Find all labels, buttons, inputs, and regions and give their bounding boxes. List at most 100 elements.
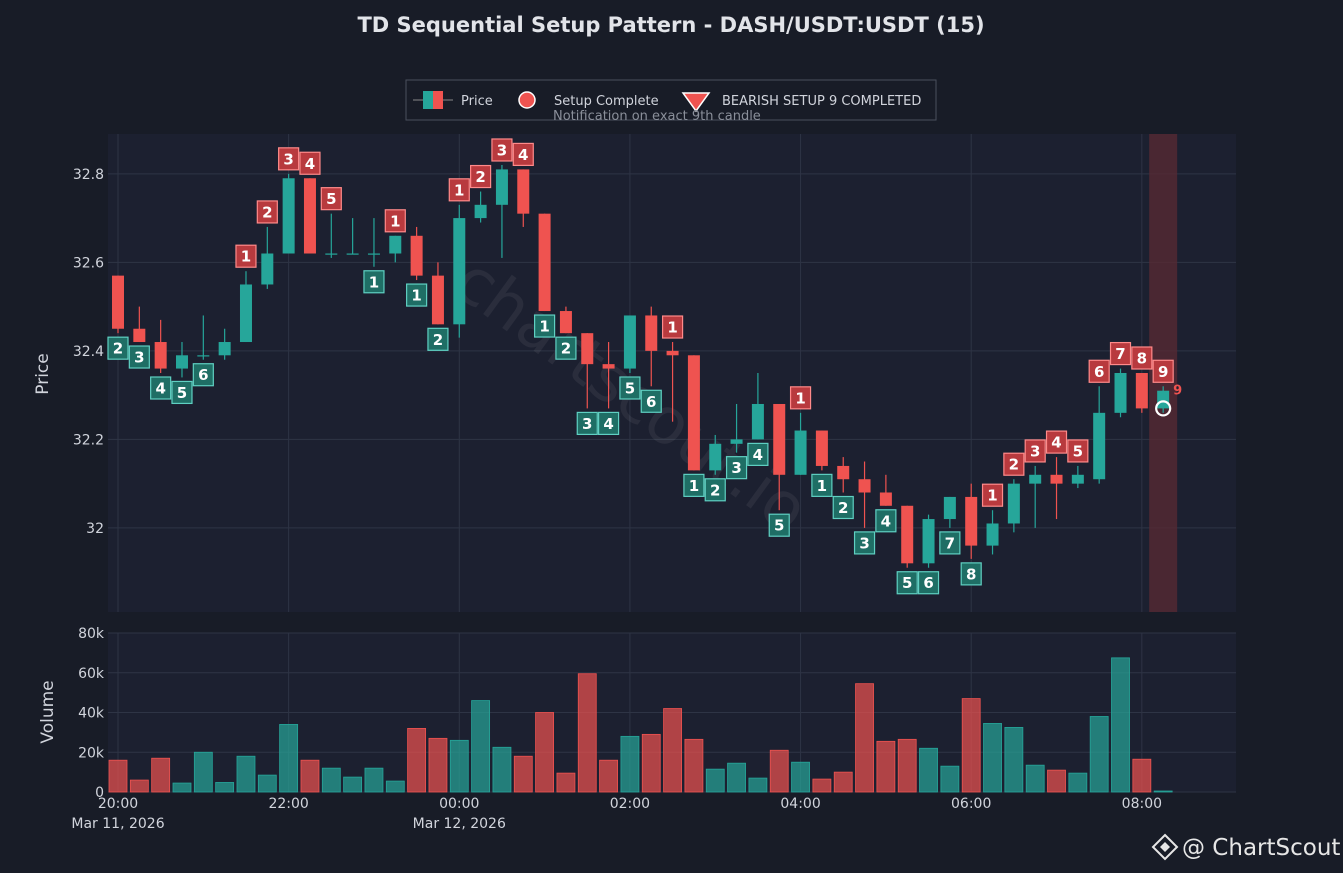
setup-count-box <box>811 473 833 497</box>
setup-count-box <box>320 187 342 211</box>
setup-count-box <box>768 513 790 537</box>
setup-count-label: 2 <box>1009 456 1019 474</box>
candle-body <box>261 253 274 285</box>
candle-body <box>495 169 508 205</box>
time-tick-label: 20:00 <box>98 796 138 812</box>
time-tick-label: 02:00 <box>610 796 650 812</box>
setup-count-box <box>470 164 492 189</box>
volume-bars <box>108 657 1173 793</box>
volume-bar <box>428 737 448 793</box>
setup-count-box <box>939 531 961 555</box>
setup-count-label: 2 <box>710 481 720 499</box>
setup-count-box <box>406 283 428 307</box>
setup-count-label: 1 <box>241 248 251 266</box>
volume-bar <box>471 700 491 793</box>
time-tick-label: 00:00 <box>439 796 479 812</box>
legend: Price Setup Complete BEARISH SETUP 9 COM… <box>405 79 937 124</box>
setup-count-label: 1 <box>454 181 464 199</box>
candle-body <box>581 333 594 365</box>
candle-body <box>325 253 338 255</box>
candle-body <box>559 311 572 334</box>
setup-count-box <box>789 386 812 410</box>
candle-body <box>517 169 530 214</box>
volume-bar <box>193 751 213 793</box>
setup-count-box <box>299 151 321 175</box>
volume-bar <box>812 778 832 793</box>
volume-bar <box>855 683 874 793</box>
candle-body <box>709 443 722 471</box>
chartscout-logo-icon <box>1151 833 1179 861</box>
setup-count-label: 5 <box>177 384 187 402</box>
setup-count-box <box>1003 452 1025 476</box>
setup-count-label: 1 <box>689 477 699 495</box>
setup-count-box <box>512 142 534 167</box>
volume-bar <box>1132 758 1152 793</box>
setup-count-label: 2 <box>475 168 485 186</box>
volume-bar <box>1004 727 1024 793</box>
volume-bar <box>769 749 789 793</box>
volume-axis-label: Volume <box>38 680 58 743</box>
legend-bearish-triangle-icon <box>681 92 711 113</box>
chart-title: TD Sequential Setup Pattern - DASH/USDT:… <box>357 13 984 37</box>
legend-bearish-label: BEARISH SETUP 9 COMPLETED <box>722 94 921 109</box>
setup-count-box <box>448 178 470 202</box>
time-tick-label: 22:00 <box>268 796 308 812</box>
candle-body <box>367 253 380 255</box>
price-axis-ticks: 32 32.2 32.4 32.6 32.8 <box>73 167 104 537</box>
volume-bar <box>1153 790 1173 793</box>
candle-body <box>239 284 252 343</box>
setup-count-box <box>533 314 556 338</box>
volume-bar <box>1025 764 1045 793</box>
date-tick-label: Mar 11, 2026 <box>71 816 164 832</box>
volume-tick-label: 0 <box>95 785 104 801</box>
setup-count-box <box>150 376 172 400</box>
candle-body <box>197 355 210 357</box>
brand-text: @ ChartScout <box>1182 835 1340 861</box>
setup-count-box <box>661 315 684 339</box>
candle-body <box>346 253 359 255</box>
candle-body <box>1114 373 1127 413</box>
setup-count-box <box>128 345 150 369</box>
price-tick-label: 32.6 <box>73 255 104 271</box>
setup-count-box <box>363 270 385 294</box>
candle-body <box>303 178 316 254</box>
candle-body <box>410 235 423 276</box>
legend-price-label: Price <box>461 94 493 109</box>
setup-count-box <box>1067 439 1089 463</box>
price-tick-label: 32.2 <box>73 432 104 448</box>
setup-count-box <box>832 495 854 520</box>
volume-tick-label: 80k <box>78 626 105 642</box>
setup-count-box <box>192 363 214 387</box>
candle-body <box>965 496 978 546</box>
setup-count-box <box>853 531 876 555</box>
volume-bar <box>897 738 917 793</box>
setup-count-label: 3 <box>497 141 507 159</box>
volume-tick-label: 60k <box>78 666 105 682</box>
volume-bar <box>172 782 192 793</box>
setup-count-label: 1 <box>987 487 997 505</box>
setup-count-label: 1 <box>390 212 400 230</box>
volume-bar <box>449 739 469 793</box>
legend-setup-complete-label: Setup Complete <box>554 94 659 109</box>
candle-body <box>602 364 615 369</box>
setup-count-label: 4 <box>305 155 315 173</box>
volume-bar <box>919 747 938 793</box>
candle-body <box>666 350 679 356</box>
candle-body <box>474 204 487 219</box>
setup-count-label: 4 <box>881 512 891 530</box>
setup-count-box <box>555 336 577 360</box>
legend-setup-complete-icon <box>518 91 536 109</box>
volume-bar <box>151 757 171 793</box>
setup-complete-label: 9 <box>1173 383 1182 398</box>
volume-bar <box>620 735 640 793</box>
candle-body <box>431 275 444 325</box>
setup-count-box <box>917 571 940 595</box>
candle-body <box>1093 412 1106 480</box>
setup-count-label: 4 <box>518 146 528 164</box>
setup-count-label: 1 <box>539 318 549 336</box>
setup-count-box <box>235 244 257 268</box>
setup-count-label: 6 <box>198 366 208 384</box>
candle-body <box>133 328 146 343</box>
volume-bar <box>129 779 149 793</box>
